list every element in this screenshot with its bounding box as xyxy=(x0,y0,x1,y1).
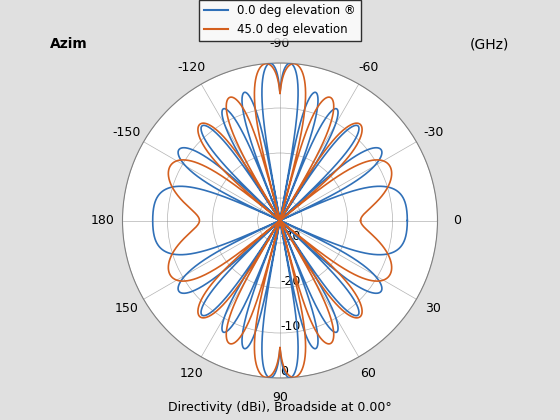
Text: Directivity (dBi), Broadside at 0.00°: Directivity (dBi), Broadside at 0.00° xyxy=(168,401,392,414)
Text: Azim: Azim xyxy=(50,37,88,51)
Legend: 0.0 deg elevation ®, 45.0 deg elevation: 0.0 deg elevation ®, 45.0 deg elevation xyxy=(199,0,361,41)
Text: (GHz): (GHz) xyxy=(470,37,510,51)
